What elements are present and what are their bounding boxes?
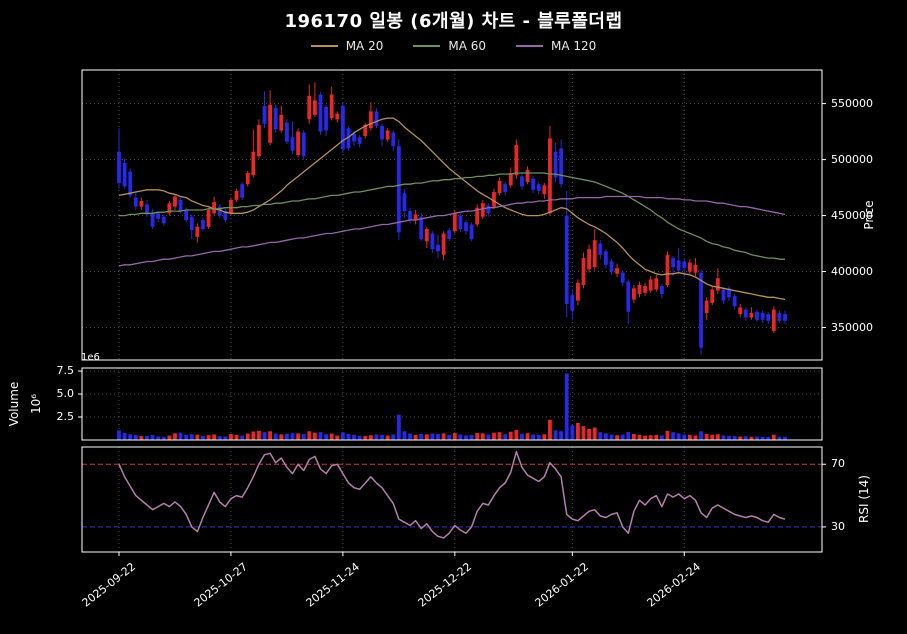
price-tick-label: 500000 xyxy=(831,152,873,166)
ma20-line xyxy=(118,117,786,301)
volume-offset-text: 1e6 xyxy=(81,352,100,363)
price-tick-label: 400000 xyxy=(831,264,873,278)
legend-item-ma20: MA 20 xyxy=(310,39,384,53)
volume-tick-label: 2.5 xyxy=(56,410,75,423)
volume-axis-label: Volume xyxy=(7,381,21,427)
legend-label: MA 60 xyxy=(448,39,487,53)
price-axis-label: Price xyxy=(862,200,876,230)
legend-label: MA 20 xyxy=(345,39,384,53)
price-tick-label: 550000 xyxy=(831,96,873,110)
volume-axis-unit: 10⁶ xyxy=(29,393,43,415)
legend-item-ma120: MA 120 xyxy=(516,39,596,53)
rsi-line xyxy=(118,450,786,539)
volume-tick-label: 5.0 xyxy=(56,387,75,401)
ma120-line-swatch xyxy=(516,45,544,47)
candles xyxy=(117,82,787,355)
volume-bars xyxy=(117,373,787,440)
rsi-axis-label: RSI (14) xyxy=(857,475,871,523)
price-tick-label: 350000 xyxy=(831,320,873,334)
legend-item-ma60: MA 60 xyxy=(413,39,486,53)
ma60-line xyxy=(119,172,785,260)
axis-tick-marks xyxy=(78,103,826,556)
volume-tick-label: 7.5 xyxy=(56,364,75,378)
price-tick-label: 450000 xyxy=(831,208,873,222)
rsi-guide-lines xyxy=(82,463,822,528)
ma120-line xyxy=(118,195,786,267)
ma60-line-swatch xyxy=(413,45,441,47)
panel-backgrounds xyxy=(82,70,822,552)
panel-frames xyxy=(81,69,823,553)
legend-label: MA 120 xyxy=(551,39,597,53)
page-title: 196170 일봉 (6개월) 차트 - 블루폴더랩 xyxy=(284,11,623,32)
rsi-tick-label: 70 xyxy=(831,457,845,471)
legend: MA 20 MA 60 MA 120 xyxy=(0,39,907,53)
ma20-line-swatch xyxy=(310,45,338,47)
rsi-tick-label: 30 xyxy=(831,519,845,533)
